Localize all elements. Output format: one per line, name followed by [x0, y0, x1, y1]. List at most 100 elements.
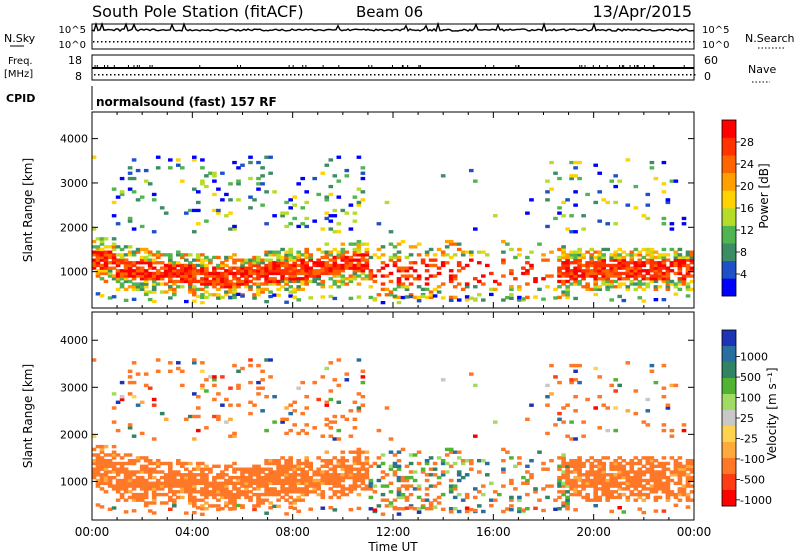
power-cell: [180, 277, 185, 281]
velocity-cell: [681, 484, 687, 488]
power-cell: [151, 290, 157, 294]
power-cell: [609, 285, 614, 289]
velocity-cell: [248, 473, 253, 477]
power-cell: [344, 261, 350, 265]
velocity-cell: [103, 464, 109, 468]
velocity-cell: [143, 467, 149, 471]
velocity-cell: [469, 372, 474, 376]
velocity-cell: [328, 397, 334, 402]
velocity-cell: [184, 467, 189, 471]
power-cell: [645, 282, 651, 286]
velocity-cell: [669, 490, 675, 494]
velocity-cell: [589, 498, 594, 502]
freq-tick-bottom: 8: [75, 70, 82, 83]
power-cell: [163, 211, 169, 215]
power-cell: [256, 187, 261, 191]
power-cell: [168, 296, 173, 300]
velocity-cell: [324, 478, 330, 483]
power-cell: [127, 263, 133, 268]
velocity-cell: [573, 475, 578, 480]
power-cell: [320, 295, 326, 299]
power-cell: [180, 285, 185, 289]
velocity-cell: [673, 461, 679, 466]
power-cell: [637, 285, 643, 289]
power-cell: [629, 271, 635, 276]
velocity-cell: [107, 507, 113, 511]
velocity-cell: [264, 487, 269, 491]
velocity-scatter: [91, 358, 695, 516]
velocity-cell: [131, 495, 137, 500]
velocity-cell: [685, 495, 691, 500]
power-cell: [637, 279, 643, 284]
velocity-cell: [428, 501, 434, 505]
velocity-cell: [304, 406, 309, 410]
power-cell: [585, 266, 590, 270]
velocity-cell: [111, 470, 117, 474]
velocity-cell: [147, 473, 153, 477]
beam-label: Beam 06: [356, 3, 423, 21]
velocity-cell: [264, 481, 269, 485]
power-cell: [115, 222, 121, 226]
velocity-cell: [509, 456, 514, 460]
velocity-cell: [180, 383, 185, 388]
power-cell: [601, 269, 606, 273]
power-cell: [613, 274, 618, 278]
velocity-cell: [252, 478, 257, 483]
power-cell: [159, 282, 165, 286]
velocity-cell: [123, 487, 129, 491]
velocity-cell: [661, 423, 667, 427]
power-cell: [320, 227, 326, 231]
velocity-cell: [256, 501, 261, 505]
velocity-cell: [364, 450, 370, 454]
power-cell: [296, 182, 301, 186]
velocity-cell: [107, 461, 113, 466]
velocity-cell: [557, 456, 562, 460]
power-cell: [669, 179, 675, 183]
velocity-cell: [139, 484, 145, 488]
power-cell: [561, 200, 566, 205]
power-cell: [232, 282, 237, 286]
velocity-cell: [597, 495, 602, 500]
velocity-cell: [356, 461, 362, 466]
power-cell: [147, 271, 153, 276]
power-cell: [192, 158, 197, 162]
power-cell: [248, 195, 253, 199]
power-cell: [147, 266, 153, 270]
power-cell: [159, 274, 165, 278]
velocity-cell: [573, 369, 578, 373]
power-cell: [356, 203, 362, 207]
velocity-cell: [464, 509, 470, 514]
power-cell: [432, 253, 438, 257]
power-cell: [208, 274, 213, 278]
power-cell: [103, 271, 109, 276]
power-cell: [264, 222, 269, 226]
velocity-cell: [216, 475, 221, 480]
velocity-cell: [456, 492, 462, 497]
velocity-xtick-label: 16:00: [476, 525, 511, 539]
power-cell: [605, 279, 610, 284]
velocity-cell: [139, 498, 145, 502]
power-cell: [545, 285, 550, 289]
power-cell: [593, 255, 598, 260]
power-cell: [645, 258, 651, 262]
velocity-cell: [99, 461, 105, 466]
power-cell: [204, 282, 209, 286]
power-cell: [617, 258, 622, 262]
velocity-cell: [184, 484, 189, 488]
power-cell: [473, 277, 478, 281]
velocity-cell: [256, 504, 261, 508]
power-cell: [192, 293, 197, 297]
power-cell: [621, 250, 627, 254]
power-cell: [573, 269, 578, 273]
power-cell: [296, 253, 301, 257]
power-cell: [300, 279, 305, 284]
power-cell: [585, 287, 590, 291]
velocity-cell: [151, 470, 157, 474]
velocity-cell: [577, 380, 582, 385]
power-cell: [115, 274, 121, 278]
velocity-cell: [408, 506, 414, 510]
power-cell: [232, 290, 237, 294]
power-cell: [216, 296, 221, 300]
velocity-cell: [400, 507, 406, 511]
velocity-colorbar-label: Velocity [m s⁻¹]: [765, 367, 779, 460]
